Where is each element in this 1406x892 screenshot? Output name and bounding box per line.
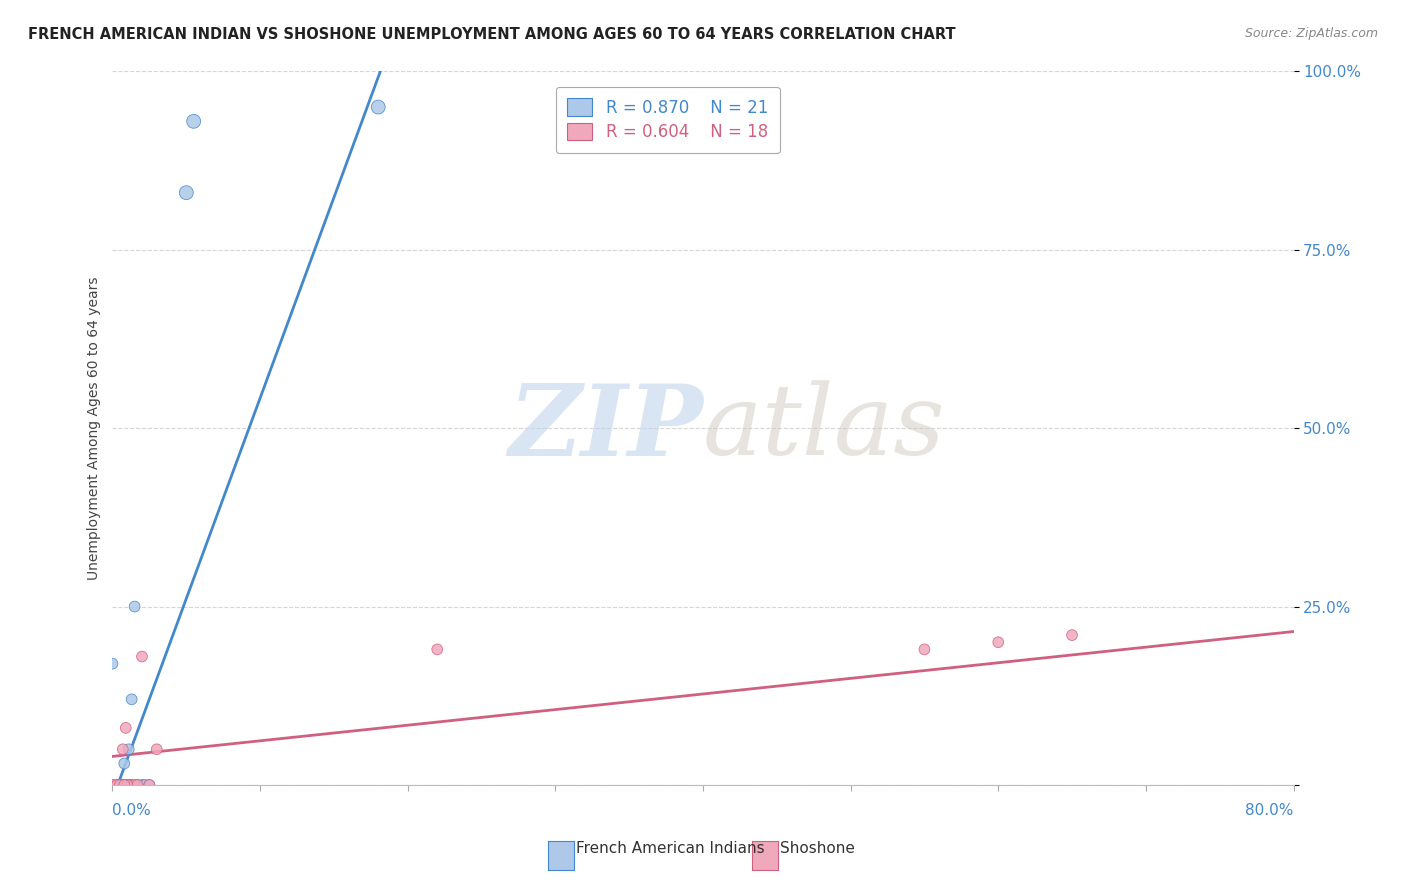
Point — [105, 778, 128, 792]
Point — [1062, 628, 1084, 642]
Point — [111, 742, 134, 756]
Point — [107, 778, 129, 792]
Point — [121, 778, 143, 792]
Point — [124, 599, 146, 614]
Text: 0.0%: 0.0% — [112, 803, 152, 818]
Point — [121, 692, 143, 706]
Point — [117, 778, 138, 792]
Point — [110, 778, 132, 792]
Point — [131, 778, 153, 792]
Point — [117, 778, 138, 792]
Text: Shoshone: Shoshone — [780, 841, 855, 856]
Point — [131, 649, 153, 664]
Point — [111, 778, 134, 792]
Point — [146, 742, 169, 756]
Point — [124, 778, 146, 792]
Point — [426, 642, 449, 657]
Point — [112, 756, 135, 771]
Point — [118, 742, 141, 756]
Text: Source: ZipAtlas.com: Source: ZipAtlas.com — [1244, 27, 1378, 40]
Point — [118, 778, 141, 792]
Point — [127, 778, 149, 792]
Point — [174, 186, 197, 200]
Y-axis label: Unemployment Among Ages 60 to 64 years: Unemployment Among Ages 60 to 64 years — [87, 277, 101, 580]
Text: French American Indians: French American Indians — [576, 841, 765, 856]
Text: atlas: atlas — [703, 381, 946, 475]
Point — [101, 778, 124, 792]
Point — [112, 778, 135, 792]
Point — [367, 100, 389, 114]
Point — [134, 778, 156, 792]
Point — [914, 642, 936, 657]
Point — [127, 778, 149, 792]
Text: FRENCH AMERICAN INDIAN VS SHOSHONE UNEMPLOYMENT AMONG AGES 60 TO 64 YEARS CORREL: FRENCH AMERICAN INDIAN VS SHOSHONE UNEMP… — [28, 27, 956, 42]
Text: ZIP: ZIP — [508, 380, 703, 476]
Point — [138, 778, 160, 792]
Legend: R = 0.870    N = 21, R = 0.604    N = 18: R = 0.870 N = 21, R = 0.604 N = 18 — [555, 87, 779, 153]
Text: 80.0%: 80.0% — [1246, 803, 1294, 818]
Point — [138, 778, 160, 792]
Point — [101, 657, 124, 671]
Point — [108, 778, 131, 792]
Point — [114, 778, 136, 792]
Point — [987, 635, 1010, 649]
Point — [101, 778, 124, 792]
Point — [183, 114, 205, 128]
Point — [105, 778, 128, 792]
Point — [120, 778, 142, 792]
Point — [114, 721, 136, 735]
Point — [108, 778, 131, 792]
